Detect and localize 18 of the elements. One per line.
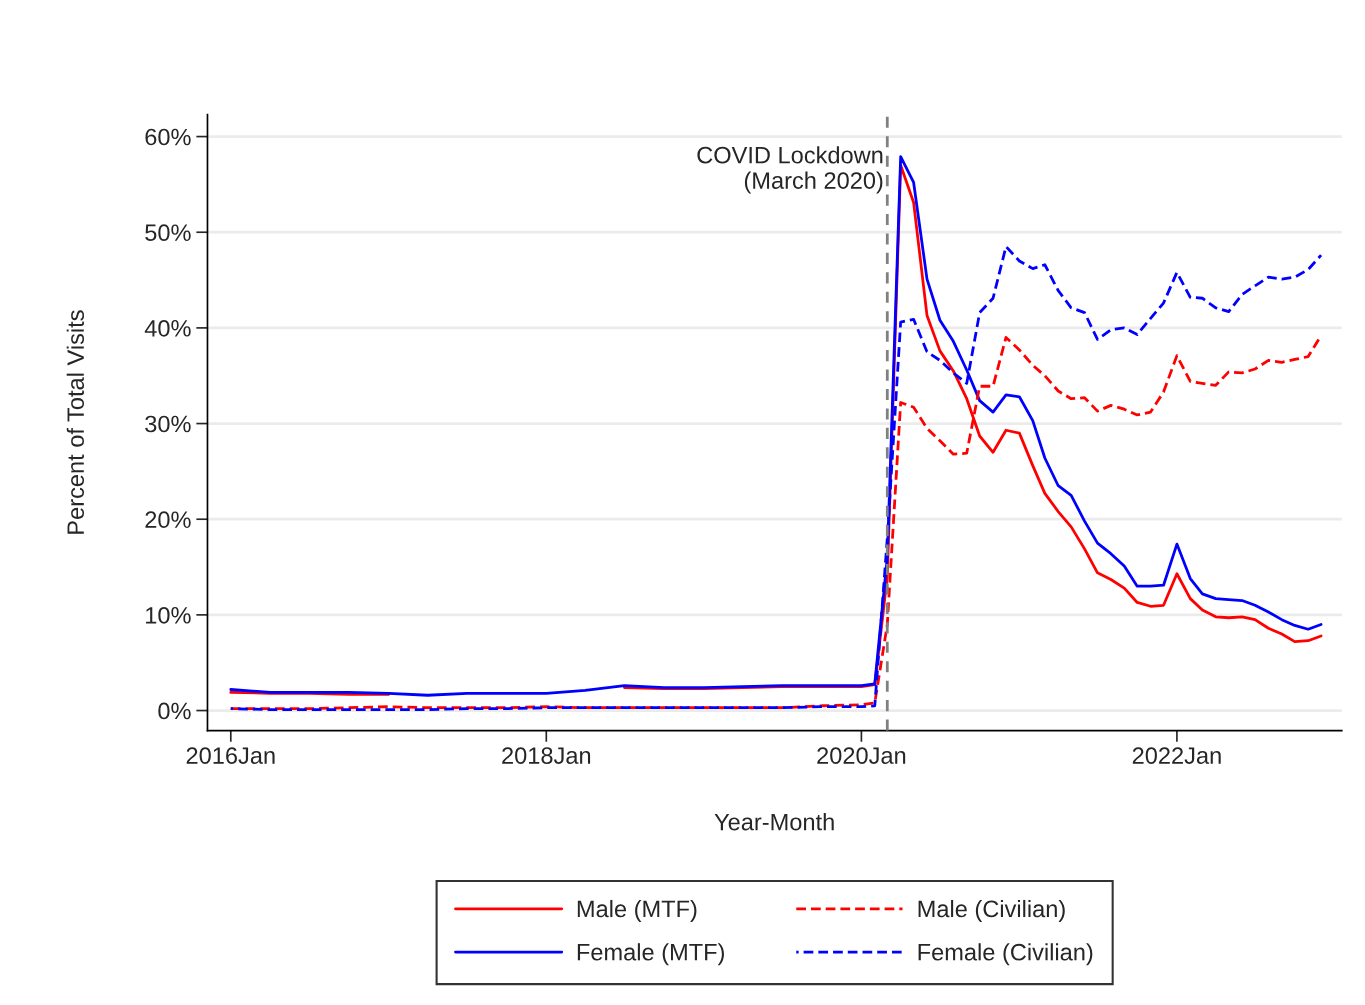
legend-label: Male (Civilian)	[918, 899, 1065, 922]
legend-label: Female (MTF)	[577, 943, 724, 966]
x-tick-label: 2018Jan	[502, 747, 591, 764]
y-tick-label: 30%	[145, 415, 191, 433]
legend-label: Female (Civilian)	[918, 943, 1093, 966]
y-tick-label: 40%	[144, 319, 191, 337]
ref-line-label: COVID Lockdown (March 2020)	[697, 146, 883, 194]
x-tick-label: 2022Jan	[1132, 747, 1221, 764]
x-tick-label: 2020Jan	[817, 747, 906, 764]
y-tick-label: 0%	[158, 702, 191, 720]
legend-label: Male (MTF)	[577, 899, 697, 922]
y-tick-label: 60%	[145, 128, 191, 146]
y-tick-label: 10%	[146, 606, 191, 624]
x-tick-label: 2016Jan	[186, 747, 275, 764]
y-tick-label: 50%	[145, 224, 191, 242]
y-axis-title: Percent of Total Visits	[66, 310, 85, 534]
y-tick-label: 20%	[145, 511, 191, 529]
x-axis-title: Year-Month	[714, 813, 834, 831]
